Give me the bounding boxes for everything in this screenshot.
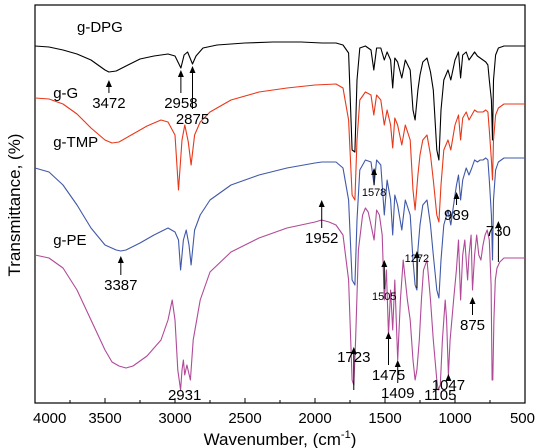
annotation-label-1409: 1409 bbox=[381, 385, 414, 402]
series-line-g-PE bbox=[34, 207, 525, 391]
annotation-arrowhead-730 bbox=[495, 221, 502, 228]
series-label-g-PE: g-PE bbox=[53, 232, 86, 249]
annotation-label-2958: 2958 bbox=[164, 95, 197, 112]
annotation-arrowhead-1952 bbox=[318, 200, 325, 207]
annotation-arrowhead-989 bbox=[453, 192, 460, 199]
series-label-layer: g-DPG g-G g-TMP g-PE bbox=[53, 19, 123, 249]
x-tick-label-3000: 3000 bbox=[158, 410, 191, 427]
annotation-label-2931: 2931 bbox=[168, 387, 201, 404]
x-tick-label-2500: 2500 bbox=[228, 410, 261, 427]
annotation-label-3387: 3387 bbox=[104, 277, 137, 294]
annotation-label-875: 875 bbox=[460, 317, 485, 334]
series-label-g-TMP: g-TMP bbox=[53, 134, 98, 151]
y-axis-label: Transmittance, (%) bbox=[5, 134, 24, 277]
series-label-g-DPG: g-DPG bbox=[77, 19, 123, 36]
annotation-label-1105: 1105 bbox=[424, 387, 456, 404]
x-tick-label-3500: 3500 bbox=[88, 410, 121, 427]
annotation-arrowhead-1475 bbox=[385, 332, 392, 339]
annotation-label-1578: 1578 bbox=[362, 187, 386, 199]
annotation-label-3472: 3472 bbox=[92, 95, 125, 112]
annotation-arrowhead-3387 bbox=[117, 256, 124, 263]
annotation-label-1952: 1952 bbox=[305, 230, 338, 247]
x-axis-label-text: Wavenumber, (cm bbox=[204, 430, 341, 448]
annotation-arrowhead-1047 bbox=[445, 374, 452, 381]
annotation-arrowhead-1578 bbox=[371, 168, 378, 175]
annotation-arrowhead-2958 bbox=[177, 70, 184, 77]
x-tick-label-500: 500 bbox=[510, 410, 535, 427]
x-axis-ticks: 4000 3500 3000 2500 2000 1500 1000 500 bbox=[33, 398, 535, 427]
x-tick-label-1000: 1000 bbox=[438, 410, 471, 427]
annotation-label-1723: 1723 bbox=[337, 349, 370, 366]
annotation-arrowhead-1409 bbox=[394, 360, 401, 367]
annotation-label-1475: 1475 bbox=[372, 367, 405, 384]
series-line-g-DPG bbox=[34, 41, 525, 161]
series-layer bbox=[34, 41, 525, 391]
annotation-label-989: 989 bbox=[444, 207, 469, 224]
annotation-label-730: 730 bbox=[486, 223, 511, 240]
annotation-arrowhead-1505 bbox=[381, 260, 388, 267]
annotation-label-1272: 1272 bbox=[405, 253, 429, 265]
series-label-g-G: g-G bbox=[53, 85, 78, 102]
annotation-label-2875: 2875 bbox=[176, 111, 209, 128]
x-tick-label-1500: 1500 bbox=[368, 410, 401, 427]
annotation-arrowhead-3472 bbox=[105, 80, 112, 87]
series-line-g-G bbox=[34, 83, 525, 223]
x-axis-label-close: ) bbox=[351, 430, 357, 448]
annotation-label-1047: 1047 bbox=[432, 377, 465, 394]
annotation-arrowhead-2875 bbox=[189, 66, 196, 73]
plot-frame bbox=[34, 4, 526, 404]
x-axis-label: Wavenumber, (cm-1) bbox=[204, 429, 357, 448]
annotation-arrowhead-1723 bbox=[350, 347, 357, 354]
x-tick-label-4000: 4000 bbox=[33, 410, 66, 427]
x-axis-label-unit-sup: -1 bbox=[341, 429, 351, 441]
annotation-label-1505: 1505 bbox=[372, 291, 396, 303]
annotation-arrowhead-1272 bbox=[413, 251, 420, 258]
annotation-arrowhead-875 bbox=[469, 297, 476, 304]
x-tick-label-2000: 2000 bbox=[298, 410, 331, 427]
series-line-g-TMP bbox=[34, 157, 525, 299]
